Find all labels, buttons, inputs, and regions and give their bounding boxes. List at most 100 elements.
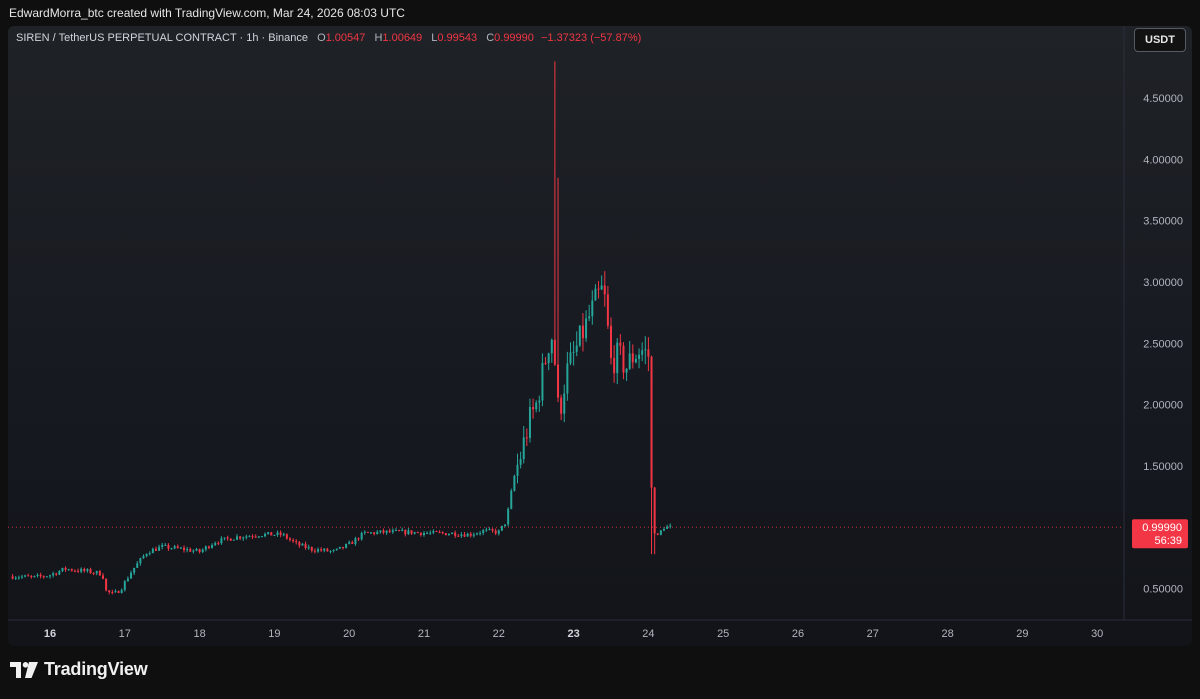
- candle-body: [24, 575, 27, 577]
- candle-body: [578, 325, 581, 346]
- candle-body: [653, 487, 656, 534]
- candle-body: [566, 363, 569, 394]
- candle-body: [588, 316, 591, 319]
- candle-body: [563, 393, 566, 414]
- candle-body: [245, 536, 248, 538]
- candle-body: [423, 533, 425, 535]
- candle-body: [192, 550, 195, 552]
- candle-body: [638, 354, 641, 359]
- candle-body: [136, 563, 139, 568]
- candle-body: [14, 577, 17, 579]
- candle-body: [83, 568, 86, 571]
- candle-body: [419, 532, 422, 535]
- candle-body: [575, 345, 578, 352]
- candle-body: [239, 536, 242, 539]
- x-tick-label: 18: [193, 628, 205, 640]
- candle-body: [426, 533, 429, 535]
- candle-body: [479, 533, 482, 535]
- candle-body: [544, 362, 547, 364]
- candle-body: [585, 318, 588, 339]
- x-tick-label: 21: [418, 628, 430, 640]
- candle-body: [416, 532, 419, 534]
- candle-body: [195, 549, 198, 551]
- candle-body: [413, 532, 416, 534]
- candle-body: [610, 325, 612, 358]
- chart-pane[interactable]: 4.50000 4.00000 3.50000 3.00000 2.50000 2.000…: [8, 26, 1192, 646]
- candle-body: [108, 590, 111, 593]
- candle-body: [58, 571, 61, 575]
- candle-body: [73, 570, 76, 572]
- tradingview-logo[interactable]: TradingView: [10, 659, 148, 680]
- candle-body: [373, 532, 376, 535]
- candle-body: [161, 544, 164, 547]
- candle-body: [469, 533, 472, 536]
- low-value: 0.99543: [437, 32, 478, 44]
- x-tick-label: 22: [493, 628, 505, 640]
- candle-body: [341, 546, 344, 548]
- candle-body: [301, 543, 304, 546]
- candle-body: [204, 546, 207, 550]
- candle-body: [158, 546, 161, 551]
- candle-body: [92, 573, 95, 575]
- candle-body: [429, 532, 432, 534]
- candle-body: [631, 353, 634, 363]
- candle-body: [541, 362, 544, 401]
- candle-body: [17, 577, 20, 579]
- change-value: −1.37323 (−57.87%): [540, 32, 642, 44]
- candle-body: [441, 532, 444, 534]
- y-tick-label: 1.50000: [1143, 461, 1183, 473]
- candle-body: [176, 546, 179, 548]
- candle-body: [101, 575, 104, 579]
- candle-body: [366, 531, 369, 533]
- candle-body: [494, 530, 497, 534]
- candle-body: [45, 576, 48, 578]
- candle-body: [500, 525, 503, 531]
- candle-body: [394, 530, 397, 532]
- candle-body: [207, 546, 210, 548]
- candle-body: [516, 464, 519, 476]
- candle-body: [304, 543, 307, 548]
- candle-body: [323, 548, 326, 551]
- candle-body: [307, 547, 310, 549]
- candle-body: [217, 543, 220, 545]
- candle-body: [510, 490, 513, 509]
- y-tick-label: 2.00000: [1143, 400, 1183, 412]
- low-label: L: [431, 32, 438, 44]
- candle-body: [70, 569, 73, 571]
- candle-body: [27, 575, 30, 577]
- open-value: 1.00547: [325, 32, 366, 44]
- candlestick-chart[interactable]: 4.50000 4.00000 3.50000 3.00000 2.50000 2.000…: [8, 26, 1192, 646]
- x-tick-label: 17: [119, 628, 131, 640]
- candle-body: [553, 339, 556, 365]
- currency-button[interactable]: USDT: [1134, 28, 1186, 52]
- candle-body: [410, 530, 413, 534]
- candle-body: [535, 402, 538, 410]
- high-label: H: [374, 32, 383, 44]
- candle-body: [126, 578, 129, 582]
- candle-body: [625, 368, 628, 373]
- candle-body: [223, 537, 226, 539]
- candle-body: [317, 549, 320, 552]
- candle-body: [466, 533, 469, 537]
- candle-body: [142, 555, 145, 559]
- candle-body: [61, 567, 64, 572]
- candle-body: [220, 538, 223, 544]
- candle-body: [313, 550, 316, 552]
- x-tick-label: 29: [1016, 628, 1028, 640]
- candle-body: [525, 437, 528, 439]
- candle-body: [572, 351, 575, 353]
- candle-body: [497, 530, 500, 534]
- candle-body: [279, 532, 282, 535]
- candle-body: [407, 530, 410, 535]
- candle-body: [382, 530, 385, 533]
- candle-body: [267, 532, 270, 534]
- candle-body: [647, 349, 650, 357]
- candle-body: [326, 548, 329, 552]
- candle-body: [338, 546, 341, 549]
- candle-body: [310, 547, 313, 551]
- candle-body: [656, 533, 659, 535]
- candle-body: [285, 534, 288, 539]
- candle-body: [170, 548, 173, 550]
- candle-body: [288, 538, 291, 540]
- symbol-title[interactable]: SIREN / TetherUS PERPETUAL CONTRACT · 1h…: [16, 32, 308, 44]
